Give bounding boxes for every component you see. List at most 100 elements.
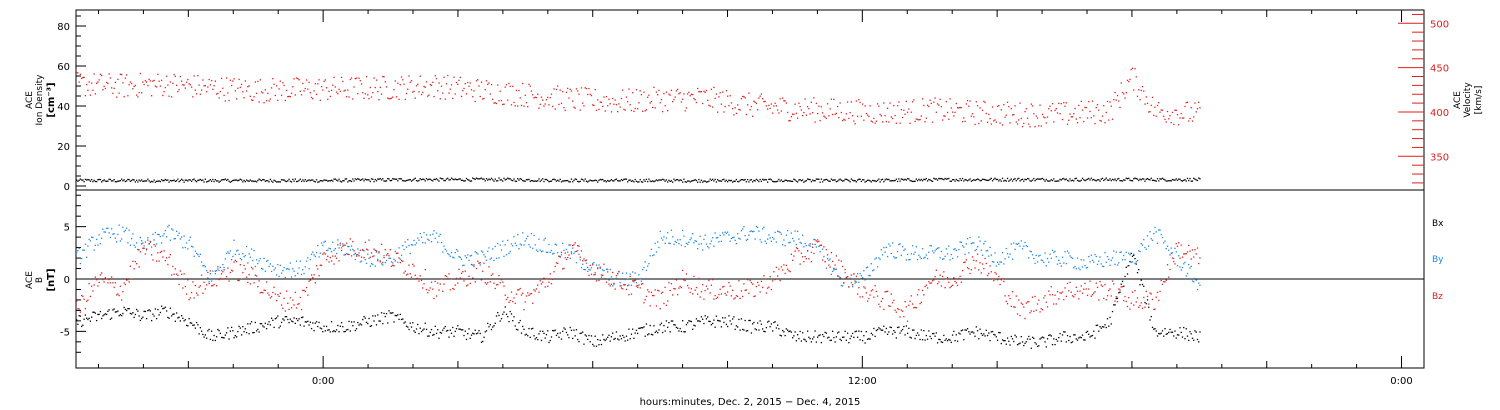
velocity-point — [298, 79, 300, 81]
bz-point — [799, 263, 801, 265]
velocity-point — [765, 105, 768, 107]
by-point — [712, 237, 714, 239]
by-point — [309, 258, 311, 261]
bz-point — [358, 255, 360, 257]
velocity-point — [85, 83, 88, 86]
velocity-point — [453, 76, 455, 78]
density-point — [187, 180, 189, 182]
bx-point — [125, 309, 128, 312]
by-point — [328, 247, 330, 249]
bz-point — [263, 289, 265, 291]
bx-point — [795, 340, 798, 342]
by-point — [890, 252, 892, 255]
density-point — [884, 179, 886, 181]
density-point — [514, 180, 516, 182]
bz-point — [845, 276, 848, 279]
bx-point — [1119, 291, 1121, 293]
density-point — [743, 179, 745, 181]
velocity-point — [667, 110, 669, 112]
bx-series — [76, 252, 1201, 349]
velocity-point — [629, 104, 631, 106]
by-point — [154, 231, 157, 234]
by-point — [1036, 261, 1039, 263]
by-point — [695, 240, 698, 243]
velocity-point — [898, 101, 900, 103]
bx-point — [87, 318, 89, 321]
bx-point — [715, 315, 718, 317]
bx-point — [1031, 336, 1034, 339]
bz-point — [489, 281, 491, 283]
density-point — [839, 178, 841, 180]
bx-point — [577, 338, 579, 341]
bx-point — [1109, 316, 1111, 319]
bx-point — [314, 322, 316, 324]
bz-point — [477, 260, 479, 262]
density-point — [550, 180, 553, 182]
by-point — [77, 250, 79, 252]
by-point — [675, 241, 678, 244]
bx-point — [218, 329, 220, 332]
velocity-point — [347, 89, 349, 91]
bx-point — [348, 320, 350, 323]
density-point — [545, 178, 548, 181]
bx-point — [352, 325, 354, 327]
by-point — [1060, 265, 1062, 267]
velocity-point — [424, 86, 426, 88]
by-point — [709, 243, 711, 245]
bx-point — [1021, 341, 1024, 343]
bx-point — [1024, 342, 1026, 345]
bx-point — [881, 329, 884, 331]
bx-point — [1040, 337, 1042, 339]
bx-point — [269, 324, 271, 326]
bz-point — [1196, 247, 1199, 249]
bx-point — [655, 330, 658, 332]
bz-point — [112, 282, 114, 284]
by-point — [1105, 261, 1107, 263]
bx-point — [284, 316, 286, 318]
by-point — [1128, 252, 1130, 254]
bz-point — [863, 286, 865, 288]
by-point — [527, 235, 529, 237]
velocity-point — [407, 88, 409, 90]
bx-point — [905, 325, 907, 327]
density-point — [974, 179, 976, 182]
bx-point — [103, 314, 105, 316]
bx-point — [624, 340, 626, 342]
velocity-point — [527, 106, 529, 108]
velocity-point — [338, 88, 340, 90]
bx-point — [254, 321, 256, 324]
density-point — [299, 178, 301, 180]
bx-point — [130, 313, 133, 315]
bz-point — [864, 287, 866, 289]
density-point — [394, 178, 396, 180]
by-point — [657, 241, 659, 243]
velocity-point — [753, 100, 755, 102]
velocity-point — [768, 104, 770, 107]
bz-point — [988, 272, 990, 275]
bz-point — [770, 288, 773, 291]
density-point — [512, 179, 514, 182]
velocity-point — [732, 107, 734, 110]
density-point — [589, 179, 591, 181]
bx-point — [828, 336, 830, 338]
density-point — [1011, 180, 1014, 182]
by-point — [796, 230, 799, 232]
velocity-point — [538, 107, 540, 109]
by-point — [329, 248, 331, 250]
bz-point — [198, 286, 200, 288]
by-point — [109, 236, 112, 239]
bz-point — [895, 311, 897, 313]
by-point — [510, 243, 513, 245]
bx-point — [1036, 345, 1039, 348]
bx-point — [769, 326, 771, 328]
by-point — [667, 231, 669, 234]
bz-point — [537, 284, 539, 286]
bz-point — [1005, 300, 1007, 302]
density-point — [774, 181, 776, 183]
velocity-point — [824, 116, 826, 118]
bx-point — [322, 331, 324, 333]
by-point — [632, 271, 634, 273]
density-point — [352, 178, 354, 180]
velocity-point — [1096, 104, 1099, 106]
velocity-point — [184, 87, 187, 89]
